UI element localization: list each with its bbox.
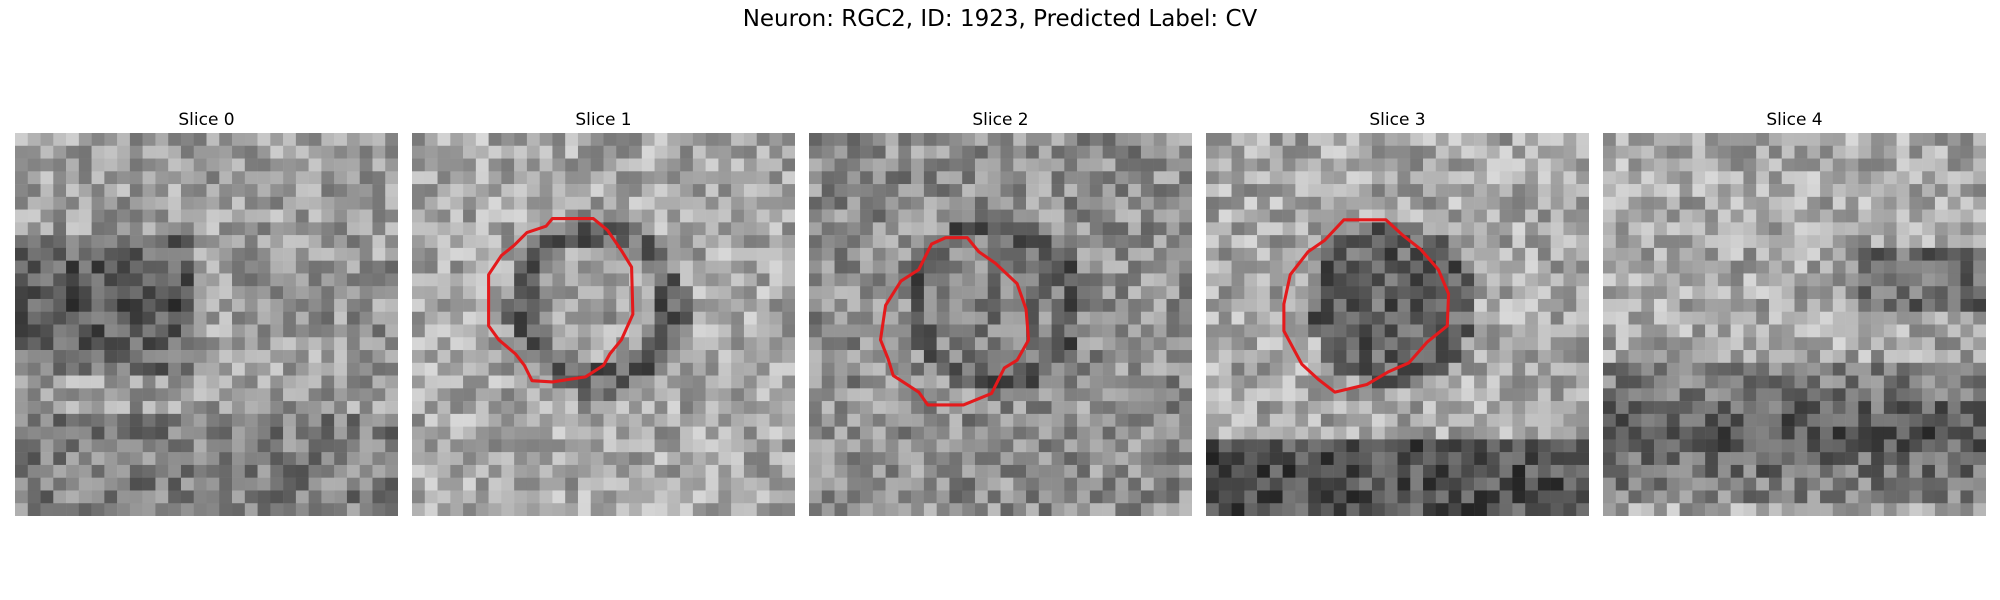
slice-panel-1: Slice 1 bbox=[412, 107, 795, 516]
slice-image bbox=[412, 133, 795, 516]
slice-image bbox=[1603, 133, 1986, 516]
pixel-grid bbox=[809, 133, 1192, 516]
roi-contour bbox=[487, 217, 635, 384]
figure-title: Neuron: RGC2, ID: 1923, Predicted Label:… bbox=[742, 6, 1258, 32]
pixel-grid bbox=[1603, 133, 1986, 516]
pixel-grid bbox=[15, 133, 398, 516]
slice-title: Slice 4 bbox=[1766, 110, 1823, 130]
slice-panel-0: Slice 0 bbox=[15, 107, 398, 516]
slice-panel-2: Slice 2 bbox=[809, 107, 1192, 516]
slice-image bbox=[1206, 133, 1589, 516]
roi-contour bbox=[878, 236, 1031, 407]
pixel-grid bbox=[1206, 133, 1589, 516]
slice-title: Slice 1 bbox=[575, 110, 632, 130]
pixel-grid bbox=[412, 133, 795, 516]
slice-image bbox=[809, 133, 1192, 516]
slice-title: Slice 3 bbox=[1369, 110, 1426, 130]
roi-contour bbox=[1282, 218, 1451, 394]
slice-title: Slice 2 bbox=[972, 110, 1029, 130]
slice-image bbox=[15, 133, 398, 516]
slice-title: Slice 0 bbox=[178, 110, 235, 130]
slice-panel-4: Slice 4 bbox=[1603, 107, 1986, 516]
slice-panel-3: Slice 3 bbox=[1206, 107, 1589, 516]
